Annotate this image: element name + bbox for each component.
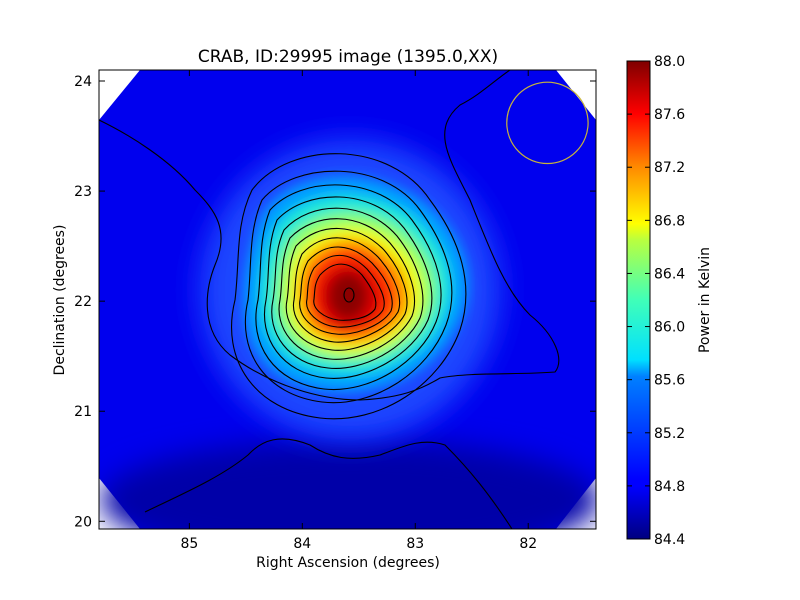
plot-frame	[98, 69, 597, 530]
x-tick-label: 85	[180, 536, 198, 552]
x-axis-label: Right Ascension (degrees)	[256, 555, 440, 571]
heatmap-low-region	[100, 440, 596, 529]
colorbar-tick-label: 86.4	[654, 266, 685, 282]
colorbar: 84.4 84.8 85.2 85.6 86.0 86.4 86.8 87.2 87.6 88.0…	[626, 54, 713, 548]
colorbar-tick-label: 85.2	[654, 426, 685, 442]
x-tick-label: 84	[293, 536, 311, 552]
beam-circle	[506, 81, 589, 165]
y-axis-label: Declination (degrees)	[52, 225, 68, 376]
colorbar-tick-label: 88.0	[654, 54, 685, 70]
x-axis-ticks: 85 84 83 82	[180, 70, 537, 552]
x-tick-label: 83	[406, 536, 424, 552]
colorbar-tick-label: 86.0	[654, 320, 685, 336]
contour-line-6	[278, 218, 415, 360]
colorbar-tick-label: 84.8	[654, 479, 685, 495]
y-tick-label: 23	[74, 184, 92, 200]
contour-line-peak	[343, 287, 355, 303]
colorbar-ticks: 84.4 84.8 85.2 85.6 86.0 86.4 86.8 87.2 87.6 88.0	[627, 54, 685, 548]
colorbar-tick-label: 85.6	[654, 373, 685, 389]
y-tick-label: 22	[74, 294, 92, 310]
contour-line-2	[244, 170, 453, 404]
heatmap-plot-area	[98, 69, 597, 530]
contour-line-5	[271, 207, 424, 369]
contour-line-9	[299, 246, 393, 335]
colorbar-label: Power in Kelvin	[697, 247, 713, 353]
y-tick-label: 24	[74, 74, 92, 90]
colorbar-tick-label: 84.4	[654, 532, 685, 548]
y-tick-label: 20	[74, 514, 92, 530]
contour-line-4	[264, 196, 433, 379]
contour-line-7	[285, 227, 408, 351]
contour-line-1	[231, 153, 467, 420]
contour-line-10	[306, 254, 385, 328]
y-axis-ticks: 20 21 22 23 24	[74, 74, 596, 530]
contour-lines	[99, 70, 560, 529]
colorbar-gradient	[626, 60, 651, 540]
contour-line-11	[313, 263, 377, 321]
colorbar-tick-label: 87.6	[654, 107, 685, 123]
contour-line-8	[292, 237, 401, 343]
colorbar-tick-label: 87.2	[654, 160, 685, 176]
contour-line-background-lower	[144, 438, 513, 529]
contour-line-background-upper	[99, 70, 560, 401]
contour-line-3	[255, 184, 442, 391]
colorbar-tick-label: 86.8	[654, 213, 685, 229]
x-tick-label: 82	[519, 536, 537, 552]
y-tick-label: 21	[74, 404, 92, 420]
chart-title: CRAB, ID:29995 image (1395.0,XX)	[198, 47, 498, 67]
